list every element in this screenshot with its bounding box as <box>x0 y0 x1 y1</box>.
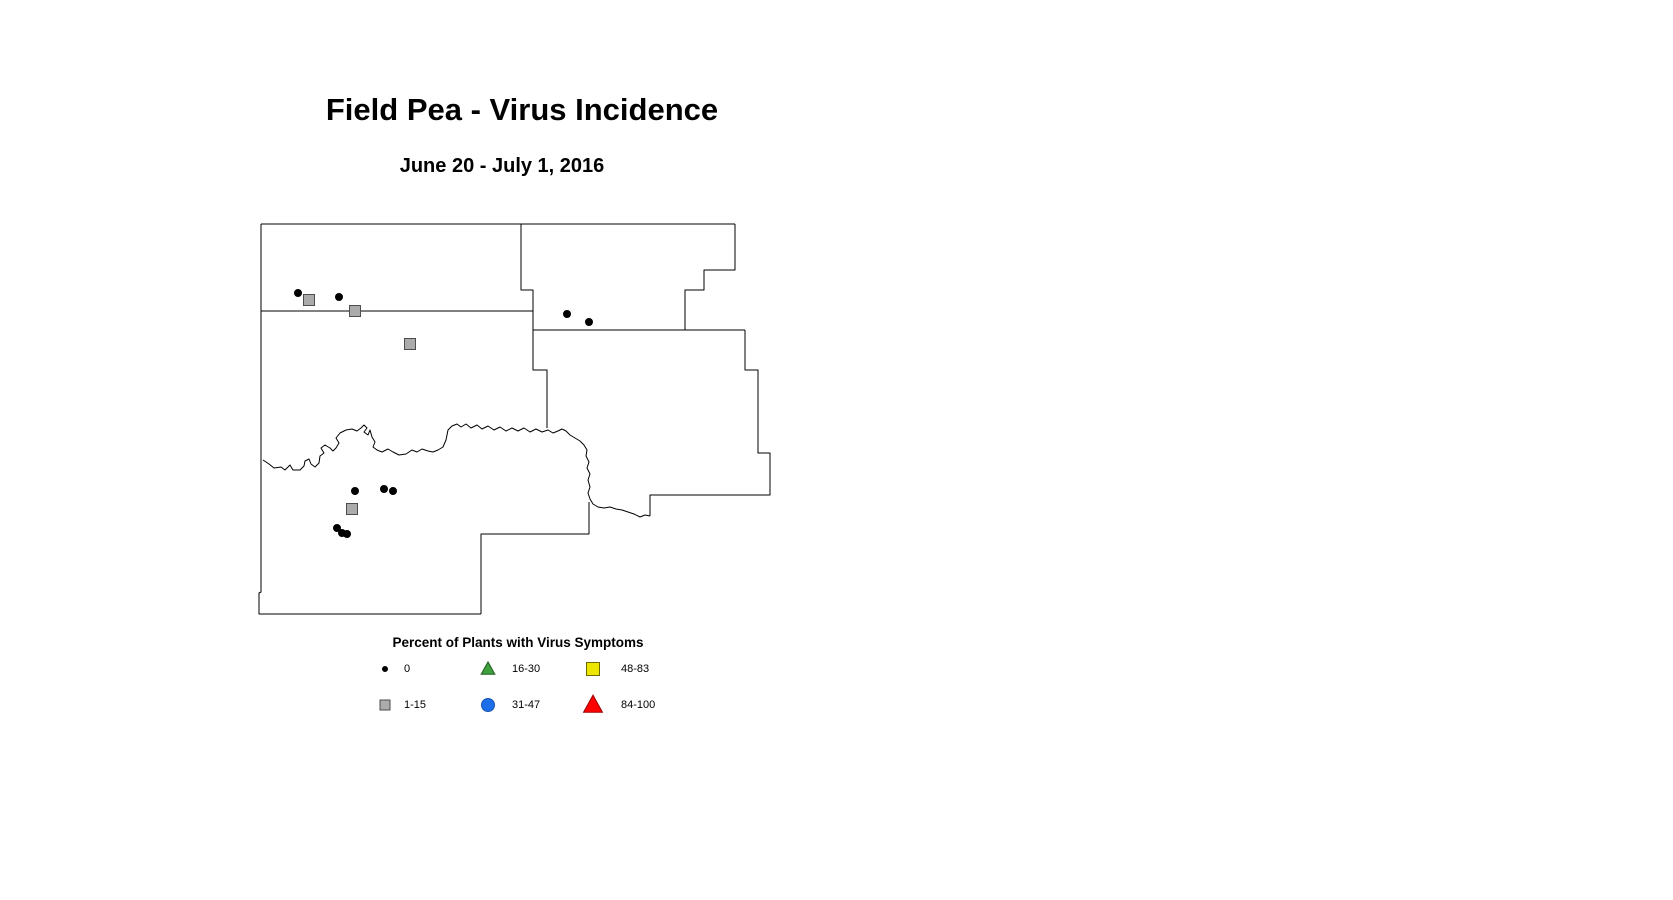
survey-point <box>349 305 361 317</box>
county-boundary <box>258 224 481 615</box>
survey-point <box>380 485 388 493</box>
legend-label-1-15: 1-15 <box>404 699 427 711</box>
legend-label-48-83: 48-83 <box>621 663 650 675</box>
county-boundary <box>480 502 590 614</box>
legend-label-0: 0 <box>404 663 411 675</box>
legend-symbol-84-100 <box>582 694 604 713</box>
county-boundary <box>684 224 736 330</box>
survey-point <box>303 294 315 306</box>
survey-point <box>404 338 416 350</box>
survey-point <box>335 293 343 301</box>
survey-point <box>294 289 302 297</box>
legend-symbol-31-47 <box>481 698 495 712</box>
survey-point <box>346 503 358 515</box>
legend-symbol-1-15 <box>379 699 391 711</box>
legend-label-16-30: 16-30 <box>512 663 541 675</box>
legend-symbol-16-30 <box>480 660 496 675</box>
page-subtitle: June 20 - July 1, 2016 <box>399 155 605 177</box>
page-title: Field Pea - Virus Incidence <box>325 92 719 127</box>
county-boundary <box>649 330 771 516</box>
survey-point <box>333 524 341 532</box>
survey-point <box>389 487 397 495</box>
legend-label-84-100: 84-100 <box>621 699 656 711</box>
survey-point <box>563 310 571 318</box>
survey-point <box>351 487 359 495</box>
legend-symbol-0 <box>382 666 388 672</box>
survey-point <box>585 318 593 326</box>
county-boundary <box>520 224 548 428</box>
legend-symbol-48-83 <box>586 662 600 676</box>
county-boundary <box>262 423 651 518</box>
legend-title: Percent of Plants with Virus Symptoms <box>392 635 644 650</box>
survey-point <box>343 530 351 538</box>
legend-label-31-47: 31-47 <box>512 699 541 711</box>
